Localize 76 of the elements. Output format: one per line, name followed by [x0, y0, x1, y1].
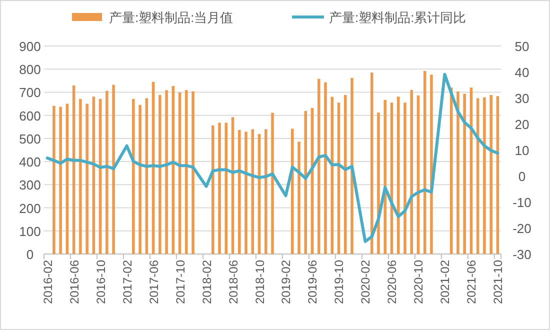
bar	[490, 94, 492, 254]
bar	[158, 94, 162, 254]
x-tick-label: 2019-10	[332, 260, 346, 304]
y-tick-label: 600	[19, 108, 41, 124]
bar	[483, 97, 486, 254]
x-tick-label: 2020-10	[412, 260, 426, 304]
x-tick-label: 2020-06	[385, 260, 400, 304]
bar	[463, 94, 466, 254]
bar	[132, 98, 135, 254]
y2-tick-label: 40	[514, 65, 530, 80]
y-tick-label: 400	[19, 154, 41, 170]
x-tick-label: 2021-02	[438, 260, 452, 304]
bar	[350, 78, 354, 254]
x-tick-label: 2016-10	[94, 260, 108, 304]
bar	[185, 90, 188, 254]
x-tick-label: 2018-06	[226, 260, 240, 304]
bar	[52, 106, 56, 254]
x-tick-label: 2019-06	[306, 260, 320, 304]
bar	[330, 96, 334, 254]
y-tick-label: 900	[19, 39, 41, 54]
bar	[165, 90, 168, 254]
bar	[404, 102, 406, 254]
x-tick-label: 2021-10	[491, 260, 506, 304]
bar	[224, 122, 228, 254]
bar	[212, 126, 214, 254]
y2-tick-label: -10	[512, 195, 532, 210]
y2-tick-label: 20	[514, 117, 530, 132]
bar	[290, 128, 294, 254]
y2-tick-label: -30	[512, 247, 532, 262]
bar	[106, 90, 108, 254]
bar	[456, 92, 460, 254]
x-tick-label: 2017-10	[173, 260, 188, 304]
x-tick-label: 2016-02	[40, 260, 55, 304]
bar	[251, 129, 254, 254]
legend-label: 产量:塑料制品:累计同比	[329, 10, 466, 25]
y2-tick-label: -20	[512, 221, 532, 236]
bar	[86, 104, 88, 254]
bar	[59, 106, 62, 254]
y-tick-label: 0	[26, 247, 34, 262]
bar	[79, 98, 82, 254]
y-tick-label: 800	[19, 62, 41, 78]
y-tick-label: 200	[19, 200, 41, 216]
bar	[218, 122, 221, 254]
y-tick-label: 100	[19, 224, 41, 239]
bar	[192, 91, 194, 254]
bar	[324, 82, 327, 254]
bar	[430, 74, 433, 254]
x-tick-label: 2018-10	[252, 260, 267, 304]
bar	[410, 90, 413, 254]
y2-tick-label: 10	[514, 143, 530, 158]
x-tick-label: 2016-06	[67, 260, 82, 304]
bar	[384, 100, 386, 254]
x-tick-label: 2018-02	[200, 260, 214, 304]
bar	[304, 110, 308, 254]
x-tick-label: 2019-02	[279, 260, 294, 304]
bar	[244, 132, 248, 254]
bar	[264, 129, 268, 254]
y2-tick-label: 50	[514, 39, 530, 54]
y-tick-label: 300	[19, 178, 41, 193]
bar	[377, 112, 380, 254]
line-series	[46, 72, 500, 244]
bar	[112, 84, 115, 254]
y2-tick-label: 30	[514, 91, 530, 106]
x-tick-label: 2017-02	[120, 260, 134, 304]
bar	[317, 78, 320, 254]
x-tick-label: 2021-06	[464, 260, 479, 304]
bar	[298, 142, 300, 254]
y-tick-label: 700	[19, 85, 41, 100]
bar	[271, 112, 274, 254]
x-tick-label: 2020-02	[358, 260, 373, 304]
bar	[238, 130, 241, 254]
legend-label: 产量:塑料制品:当月值	[109, 10, 234, 25]
x-tick-label: 2017-06	[146, 260, 161, 304]
y-tick-label: 500	[19, 131, 41, 146]
y2-tick-label: 0	[518, 169, 526, 184]
bar	[138, 104, 142, 254]
